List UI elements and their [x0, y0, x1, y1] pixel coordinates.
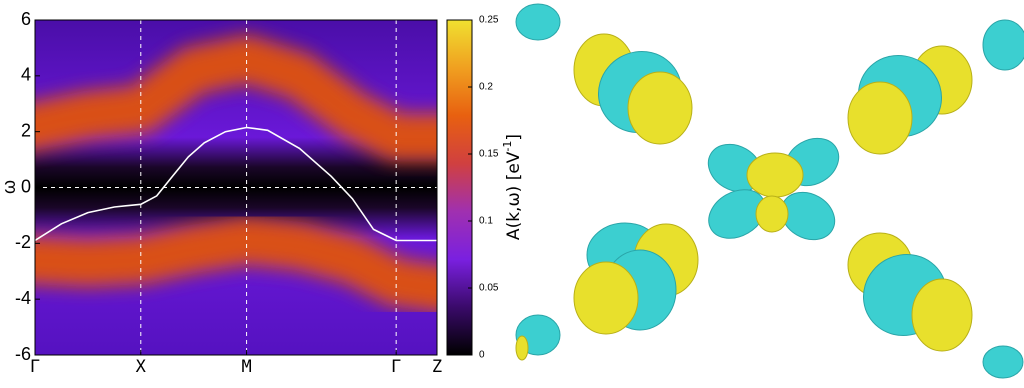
x-tick-label: X — [136, 357, 147, 377]
y-tick-label: -6 — [15, 344, 31, 364]
colorbar-tick-label: 0 — [479, 350, 485, 361]
lobe — [982, 345, 1024, 379]
y-tick-label: -4 — [15, 288, 31, 308]
colorbar-label-sup: -1 — [501, 141, 514, 152]
lobe — [911, 278, 973, 352]
x-tick-label: Z — [432, 357, 442, 377]
y-axis-label: ω — [0, 180, 19, 194]
dispersion-line — [35, 126, 437, 242]
colorbar-tick-label: 0.15 — [479, 149, 499, 160]
x-tick-label: Γ — [30, 357, 40, 377]
lobe — [573, 261, 639, 335]
colorbar-label-main: A(k,ω) [eV — [504, 151, 524, 240]
spectral-plot: -6 -4 -2 0 2 4 6 Γ X M Γ Z — [15, 9, 442, 377]
colorbar-label: A(k,ω) [eV-1] — [501, 134, 524, 240]
x-tick-label: M — [241, 357, 251, 377]
orbital-render — [515, 3, 1024, 379]
spectral-band — [35, 34, 437, 162]
y-tick-label: -2 — [15, 232, 31, 252]
y-tick-label: 2 — [21, 120, 31, 140]
colorbar-label-end: ] — [504, 134, 524, 141]
lobe — [515, 3, 561, 41]
lobe — [847, 81, 913, 155]
plot-area — [35, 20, 437, 355]
lobe — [746, 152, 804, 198]
colorbar — [446, 19, 473, 356]
colorbar-tick-label: 0.25 — [479, 15, 499, 26]
colorbar-tick-label: 0.05 — [479, 283, 499, 294]
x-tick-label: Γ — [391, 357, 401, 377]
y-tick-label: 6 — [21, 9, 31, 29]
y-tick-label: 0 — [21, 176, 31, 196]
y-tick-label: 4 — [21, 65, 31, 85]
colorbar-tick-label: 0.2 — [479, 82, 493, 93]
colorbar-tick-label: 0.1 — [479, 216, 493, 227]
spectral-band — [35, 216, 437, 313]
lobe — [627, 71, 693, 145]
lobe — [755, 195, 789, 233]
lobe — [515, 335, 529, 361]
lobe — [982, 19, 1024, 71]
